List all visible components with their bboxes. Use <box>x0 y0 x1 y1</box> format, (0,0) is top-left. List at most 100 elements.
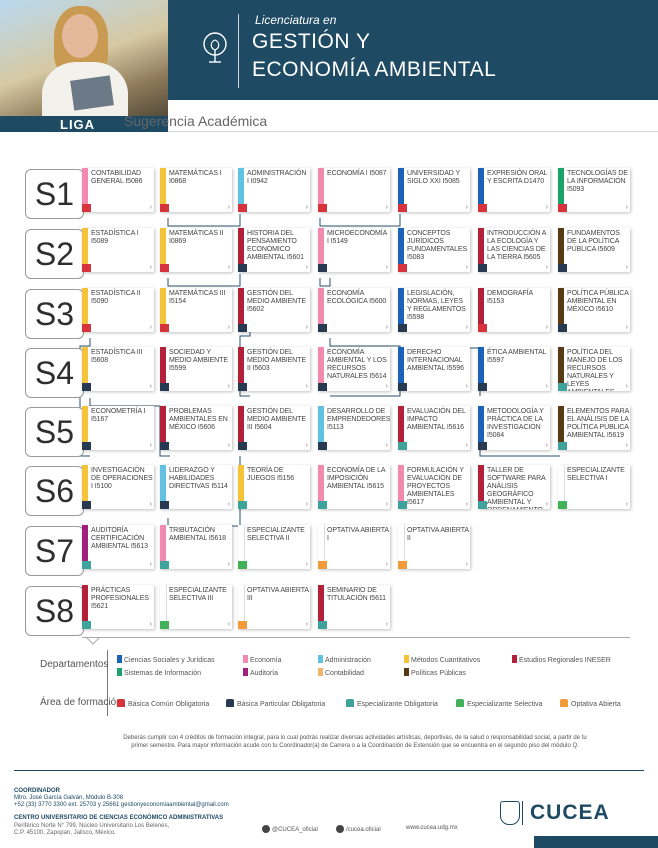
course-name: AUDITORÍA CERTIFICACIÓN AMBIENTAL I5613 <box>91 527 148 550</box>
department-strip <box>318 228 324 264</box>
course-name: DERECHO INTERNACIONAL AMBIENTAL I5596 <box>407 349 464 372</box>
course-card: CONTABILIDAD GENERAL I5086 › <box>82 168 154 212</box>
area-marker-icon <box>398 383 407 391</box>
course-name: FORMULACIÓN Y EVALUACIÓN DE PROYECTOS AM… <box>407 467 464 506</box>
course-name: ESTADÍSTICA III I5608 <box>91 349 143 364</box>
department-strip <box>160 406 166 442</box>
course-card: GESTIÓN DEL MEDIO AMBIENTE III I5604 › <box>238 406 310 450</box>
course-name: EVALUACIÓN DEL IMPACTO AMBIENTAL I5616 <box>407 408 466 431</box>
facebook-icon <box>336 825 344 833</box>
department-strip <box>398 347 404 383</box>
area-legend-item: Básica Común Obligatoria <box>117 699 209 708</box>
area-marker-icon <box>160 442 169 450</box>
chevron-right-icon: › <box>149 383 152 390</box>
department-strip <box>558 168 564 204</box>
department-strip <box>318 347 324 383</box>
department-strip <box>558 228 564 264</box>
chevron-right-icon: › <box>545 264 548 271</box>
facebook-link[interactable]: /cucea.oficial <box>336 825 381 833</box>
course-name: OPTATIVA ABIERTA II <box>407 527 469 542</box>
department-strip <box>82 406 88 442</box>
area-formacion-label: Área de formación <box>40 697 122 708</box>
course-card: ECONOMÍA AMBIENTAL Y LOS RECURSOS NATURA… <box>318 347 390 391</box>
semester-label: S7 <box>25 526 84 576</box>
twitter-link[interactable]: @CUCEA_oficial <box>262 825 318 833</box>
area-legend-item: Básica Particular Obligatoria <box>226 699 325 708</box>
area-marker-icon <box>318 561 327 569</box>
department-legend-item: Políticas Públicas <box>404 668 466 677</box>
chevron-right-icon: › <box>227 442 230 449</box>
course-card: ESPECIALIZANTE SELECTIVA I › <box>558 465 630 509</box>
course-card: TRIBUTACIÓN AMBIENTAL I5618 › <box>160 525 232 569</box>
course-card: MICROECONOMÍA I I5149 › <box>318 228 390 272</box>
course-name: ESTADÍSTICA II I5090 <box>91 290 141 305</box>
chevron-right-icon: › <box>227 561 230 568</box>
course-name: GESTIÓN DEL MEDIO AMBIENTE III I5604 <box>247 408 306 431</box>
area-legend-item: Especializante Obligatoria <box>346 699 438 708</box>
coordinator-name: Mtro. José García Galván, Módulo B-308 <box>14 795 124 801</box>
course-name: GESTIÓN DEL MEDIO AMBIENTE I5602 <box>247 290 306 313</box>
department-strip <box>318 406 324 442</box>
area-marker-icon <box>478 383 487 391</box>
department-strip <box>478 288 484 324</box>
chevron-right-icon: › <box>227 501 230 508</box>
department-strip <box>160 585 167 621</box>
chevron-right-icon: › <box>465 264 468 271</box>
website-link[interactable]: www.cucea.udg.mx <box>406 825 458 831</box>
chevron-right-icon: › <box>149 324 152 331</box>
area-marker-icon <box>398 204 407 212</box>
department-swatch-icon <box>318 668 323 676</box>
course-name: UNIVERSIDAD Y SIGLO XXI I5085 <box>407 170 460 185</box>
area-marker-icon <box>238 621 247 629</box>
area-legend-item: Especializante Selectiva <box>456 699 543 708</box>
course-card: MATEMÁTICAS I I0868 › <box>160 168 232 212</box>
course-card: TALLER DE SOFTWARE PARA ANÁLISIS GEOGRÁF… <box>478 465 550 509</box>
cucea-logo: CUCEA <box>530 801 610 824</box>
course-name: MICROECONOMÍA I I5149 <box>327 230 387 245</box>
course-card: ESTADÍSTICA II I5090 › <box>82 288 154 332</box>
course-card: PRÁCTICAS PROFESIONALES I5621 › <box>82 585 154 629</box>
course-card: FORMULACIÓN Y EVALUACIÓN DE PROYECTOS AM… <box>398 465 470 509</box>
course-name: CONCEPTOS JURÍDICOS FUNDAMENTALES I5083 <box>407 230 468 261</box>
course-card: ESTADÍSTICA I I5089 › <box>82 228 154 272</box>
department-legend-label: Políticas Públicas <box>411 670 466 677</box>
title-small: Licenciatura en <box>255 13 337 27</box>
area-marker-icon <box>318 204 327 212</box>
course-card: EXPRESIÓN ORAL Y ESCRITA D1470 › <box>478 168 550 212</box>
course-card: ADMINISTRACIÓN I I0942 › <box>238 168 310 212</box>
twitter-icon <box>262 825 270 833</box>
chevron-right-icon: › <box>465 442 468 449</box>
department-strip <box>318 168 324 204</box>
course-card: LIDERAZGO Y HABILIDADES DIRECTIVAS I5114… <box>160 465 232 509</box>
department-legend-label: Sistemas de Información <box>124 670 202 677</box>
semester-label: S3 <box>25 289 84 339</box>
chevron-right-icon: › <box>305 621 308 628</box>
department-strip <box>82 228 88 264</box>
area-marker-icon <box>160 561 169 569</box>
department-strip <box>82 465 88 501</box>
department-strip <box>160 347 166 383</box>
department-strip <box>238 168 244 204</box>
department-legend-label: Contabilidad <box>325 670 364 677</box>
area-marker-icon <box>117 699 125 707</box>
address-line-1: Periférico Norte N° 799, Núcleo Universi… <box>14 823 170 829</box>
area-marker-icon <box>160 324 169 332</box>
chevron-right-icon: › <box>149 442 152 449</box>
chevron-right-icon: › <box>305 264 308 271</box>
department-strip <box>478 406 484 442</box>
course-card: MATEMÁTICAS III I5154 › <box>160 288 232 332</box>
course-card: FUNDAMENTOS DE LA POLÍTICA PÚBLICA I5609… <box>558 228 630 272</box>
semester-label: S2 <box>25 229 84 279</box>
department-strip <box>398 465 404 501</box>
area-marker-icon <box>558 264 567 272</box>
course-card: PROBLEMAS AMBIENTALES EN MÉXICO I5606 › <box>160 406 232 450</box>
area-marker-icon <box>318 324 327 332</box>
course-card: ECONOMÍA I I5087 › <box>318 168 390 212</box>
area-marker-icon <box>82 264 91 272</box>
chevron-right-icon: › <box>385 442 388 449</box>
course-card: ÉTICA AMBIENTAL I5597 › <box>478 347 550 391</box>
department-strip <box>558 465 565 501</box>
coordinator-contact: +52 (33) 3770 3300 ext. 25703 y 25661 ge… <box>14 802 229 808</box>
department-strip <box>82 585 88 621</box>
course-name: ECONOMETRÍA I I5167 <box>91 408 146 423</box>
